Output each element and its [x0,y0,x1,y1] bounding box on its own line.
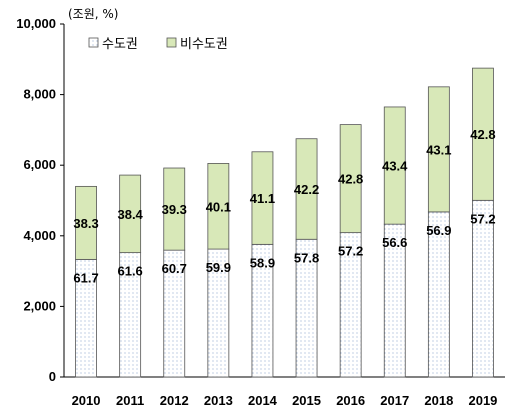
bar-noncapital [163,167,186,251]
bar-noncapital [295,138,318,240]
data-label-capital: 59.9 [206,260,231,275]
bar-noncapital [251,151,274,245]
x-tick-label: 2016 [336,393,365,408]
data-label-capital: 60.7 [162,261,187,276]
data-label-noncapital: 42.2 [294,182,319,197]
data-label-capital: 57.8 [294,250,319,265]
bar-capital [472,199,494,378]
data-label-noncapital: 39.3 [162,202,187,217]
data-label-noncapital: 38.3 [73,216,98,231]
y-tick-label: 0 [49,369,56,384]
x-tick-label: 2017 [380,393,409,408]
data-label-noncapital: 41.1 [250,191,275,206]
bars [75,67,494,378]
y-tick-label: 2,000 [23,298,56,313]
data-label-capital: 56.9 [426,223,451,238]
x-tick-label: 2014 [248,393,278,408]
bar-noncapital [472,67,494,201]
y-tick-label: 6,000 [23,157,56,172]
x-tick-label: 2011 [116,393,144,408]
data-label-noncapital: 38.4 [117,207,143,222]
legend-label-capital: 수도권 [102,37,138,52]
data-label-noncapital: 40.1 [206,199,231,214]
legend-swatch-capital [88,37,99,48]
bar-noncapital [75,185,97,260]
y-tick-label: 8,000 [23,87,56,102]
data-label-capital: 61.6 [117,264,142,279]
data-label-noncapital: 43.4 [382,159,408,174]
legend-swatch-noncapital [166,37,177,48]
axes: 10,000 8,000 6,000 4,000 2,000 0 2010 2011 2012 2… [16,16,505,408]
legend: 수도권 비수도권 [88,37,228,52]
bar-noncapital [339,124,362,234]
x-tick-label: 2018 [424,393,453,408]
data-label-capital: 56.6 [382,235,407,250]
x-tick-label: 2013 [204,393,233,408]
y-tick-label: 10,000 [16,16,56,31]
bar-noncapital [207,163,230,250]
legend-label-noncapital: 비수도권 [180,37,228,52]
data-label-capital: 61.7 [73,270,98,285]
data-label-capital: 57.2 [338,244,363,259]
data-label-noncapital: 42.8 [470,127,495,142]
x-tick-label: 2015 [292,393,321,408]
data-labels: 61.7 38.3 61.6 38.4 60.7 39.3 59.9 40.1 58.9 41.1… [73,127,495,285]
x-tick-label: 2010 [72,393,101,408]
data-label-capital: 57.2 [470,211,495,226]
unit-label: (조원, %) [68,7,118,21]
x-tick-label: 2019 [468,393,497,408]
bar-noncapital [383,106,406,225]
data-label-noncapital: 42.8 [338,172,363,187]
bar-noncapital [427,86,450,213]
data-label-noncapital: 43.1 [426,142,451,157]
x-tick-label: 2012 [160,393,189,408]
y-tick-label: 4,000 [23,228,56,243]
bar-noncapital [119,174,142,254]
data-label-capital: 58.9 [250,255,275,270]
